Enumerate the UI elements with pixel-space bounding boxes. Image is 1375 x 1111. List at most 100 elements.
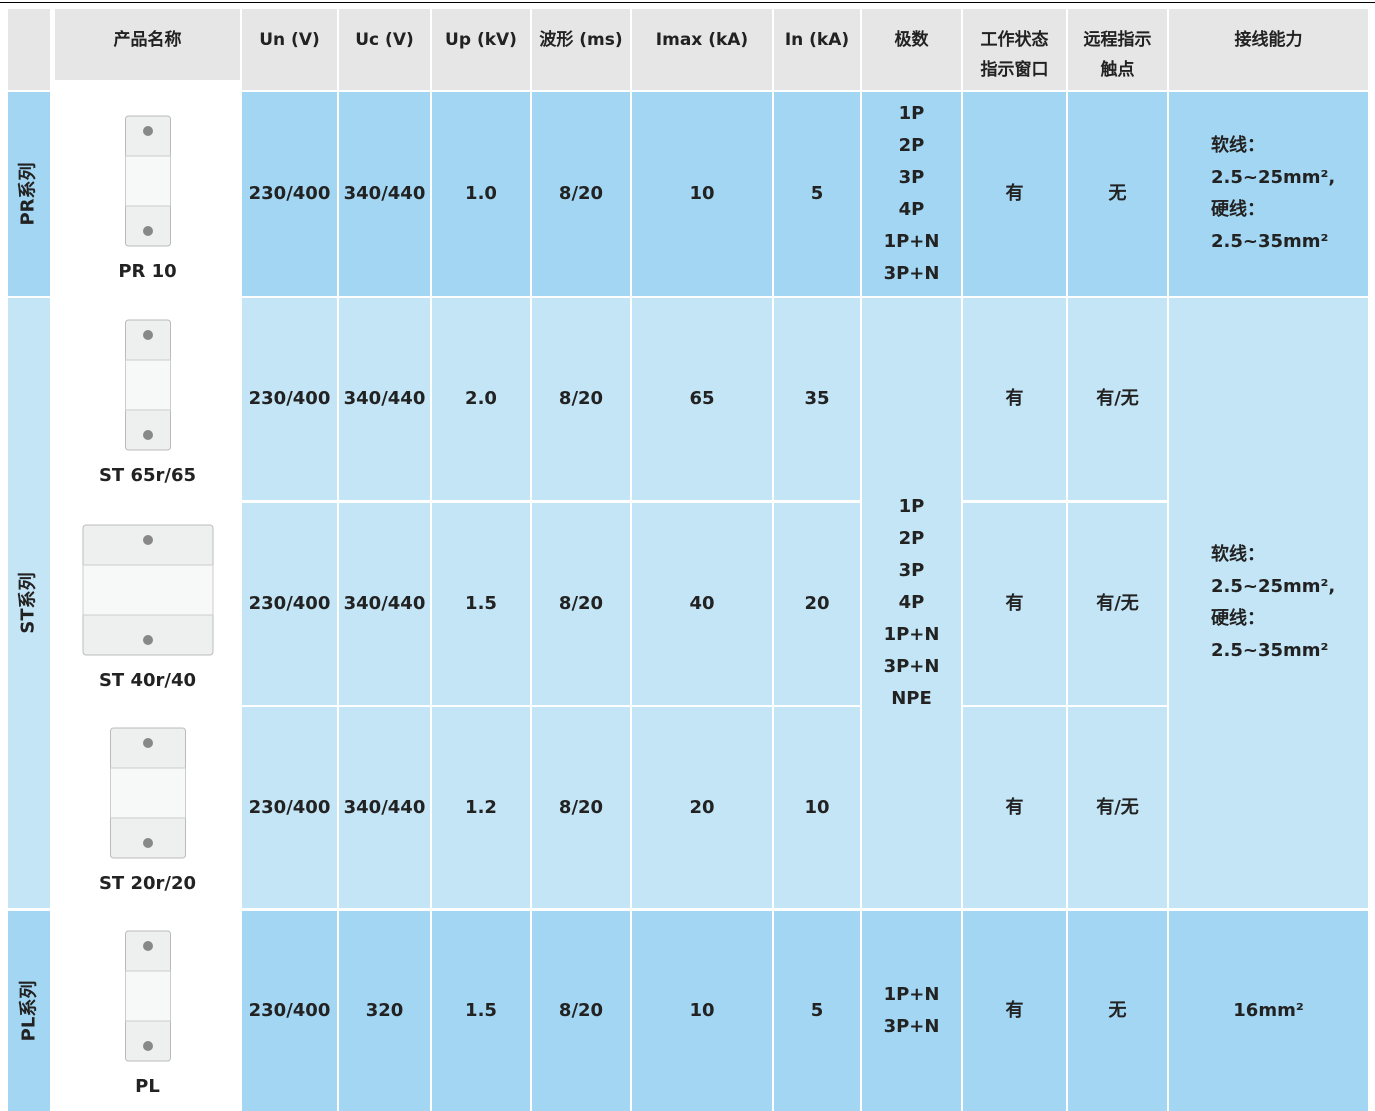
data-cell: 10 [774,707,860,908]
product-cell: ST 40r/40 [55,503,240,705]
cell-text: 65 [689,388,715,409]
data-cell: 8/20 [532,911,630,1111]
data-cell: 有 [963,911,1066,1111]
pole: 1P+N [883,624,940,645]
data-cell: 35 [774,298,860,500]
header-cell: In (kA) [774,9,860,90]
data-cell: 230/400 [242,707,337,908]
series-name: ST系列 [18,572,39,634]
cell-text: 340/440 [343,183,426,204]
cell-text: 10 [689,183,715,204]
cell-text: 8/20 [558,796,604,818]
wiring-line: 软线： [1211,135,1265,156]
data-cell: 8/20 [532,298,630,500]
cell-text: 有/无 [1096,796,1139,818]
data-cell: 20 [632,707,772,908]
header-cell: Up (kV) [432,9,530,90]
cell-text: 有 [1005,593,1024,614]
series-label: PL系列 [8,911,50,1111]
product-image [124,115,171,247]
data-cell: 340/440 [339,92,430,296]
data-cell: 40 [632,503,772,705]
product-image [82,524,213,656]
cell-text: 1.5 [465,593,497,614]
cell-text: 1.0 [465,183,497,204]
data-cell: 8/20 [532,503,630,705]
poles-cell: 1P 2P 3P 4P 1P+N 3P+N [862,92,961,296]
data-cell: 20 [774,503,860,705]
cell-text: 8/20 [558,593,604,614]
wiring-line: 16mm² [1233,1000,1304,1021]
header-text: 远程指示 触点 [1083,30,1152,80]
header-cell: 波形 (ms) [532,9,630,90]
wiring-cell: 软线： 2.5~25mm², 硬线： 2.5~35mm² [1169,92,1368,296]
data-cell: 230/400 [242,503,337,705]
product-name: ST 65r/65 [98,465,197,486]
data-cell: 340/440 [339,503,430,705]
data-cell: 10 [632,92,772,296]
cell-text: 5 [810,1000,824,1021]
cell-text: 230/400 [248,593,331,614]
cell-text: 2.0 [465,388,497,409]
data-cell: 1.0 [432,92,530,296]
data-cell: 8/20 [532,707,630,908]
cell-text: 有/无 [1096,388,1139,409]
header-cell: Un (V) [242,9,337,90]
product-image [109,727,186,859]
wiring-line: 2.5~25mm², [1211,576,1336,597]
wiring-cell: 16mm² [1169,911,1368,1111]
cell-text: 1.2 [465,796,497,818]
data-cell: 有/无 [1068,503,1167,705]
cell-text: 5 [810,183,824,204]
header-cell: Imax (kA) [632,9,772,90]
cell-text: 有 [1005,183,1024,204]
header-text: Imax (kA) [655,30,749,50]
header-cell: 远程指示 触点 [1068,9,1167,90]
data-cell: 5 [774,911,860,1111]
data-cell: 1.5 [432,503,530,705]
cell-text: 8/20 [558,388,604,409]
cell-text: 35 [804,388,830,409]
product-name: PR 10 [118,261,177,282]
poles-cell: 1P 2P 3P 4P 1P+N 3P+N NPE [862,298,961,908]
data-cell: 有 [963,707,1066,908]
pole: 1P+N [883,984,940,1005]
header-cell: 接线能力 [1169,9,1368,90]
cell-text: 10 [689,1000,715,1021]
header-cell: 极数 [862,9,961,90]
data-cell: 65 [632,298,772,500]
pole: 2P [898,135,925,156]
wiring-line: 硬线： [1211,608,1265,629]
data-cell: 无 [1068,911,1167,1111]
pole: 1P [898,496,925,517]
wiring-line: 软线： [1211,544,1265,565]
product-cell: PL [55,911,240,1111]
cell-text: 1.5 [465,1000,497,1021]
pole: 4P [898,592,925,613]
product-name: PL [135,1076,160,1097]
cell-text: 无 [1108,183,1127,204]
data-cell: 1.2 [432,707,530,908]
data-cell: 1.5 [432,911,530,1111]
pole: 2P [898,528,925,549]
cell-text: 230/400 [248,1000,331,1021]
product-name: ST 40r/40 [98,670,197,691]
pole: 3P+N [883,1016,940,1037]
wiring-line: 2.5~35mm² [1211,640,1329,661]
series-label: PR系列 [8,92,50,296]
header-text: 极数 [894,30,929,50]
cell-text: 320 [365,1000,404,1021]
pole: 3P [898,167,925,188]
cell-text: 230/400 [248,796,331,818]
data-cell: 有 [963,298,1066,500]
product-image [124,319,171,451]
series-label: ST系列 [8,298,50,908]
header-text: Uc (V) [355,30,414,50]
cell-text: 340/440 [343,796,426,818]
data-cell: 无 [1068,92,1167,296]
product-cell: PR 10 [55,92,240,296]
cell-text: 有 [1005,796,1024,818]
data-cell: 有 [963,92,1066,296]
poles-cell: 1P+N 3P+N [862,911,961,1111]
pole: 3P+N [883,263,940,284]
